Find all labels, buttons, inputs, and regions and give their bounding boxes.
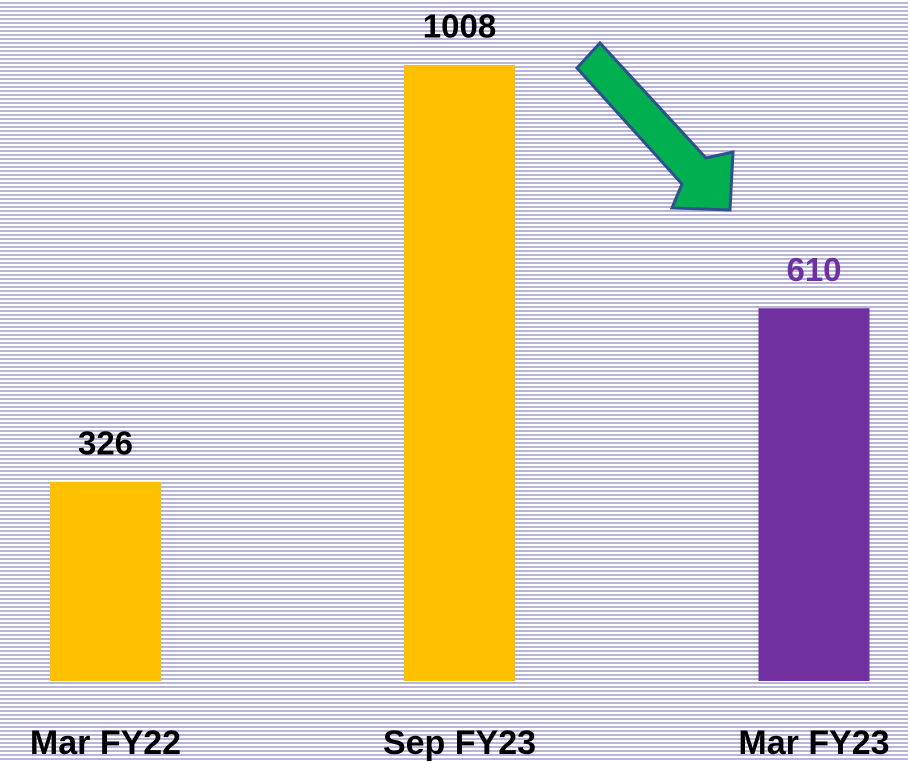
trend-arrow (574, 40, 735, 212)
category-label: Sep FY23 (383, 724, 536, 762)
bar (404, 65, 515, 681)
value-label: 1008 (423, 8, 496, 45)
value-label: 326 (78, 424, 133, 461)
category-label: Mar FY23 (738, 724, 889, 762)
bar (758, 308, 870, 681)
value-label: 610 (786, 251, 841, 288)
category-label: Mar FY22 (30, 724, 181, 762)
bar (50, 481, 161, 681)
